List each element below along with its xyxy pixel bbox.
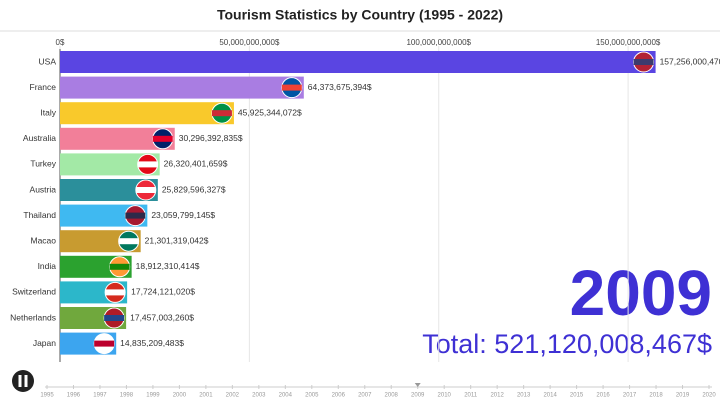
flag-stripe <box>104 315 125 321</box>
bar <box>60 153 160 176</box>
year-label: 2009 <box>570 257 712 329</box>
timeline-label[interactable]: 2009 <box>411 393 425 399</box>
x-tick-label: 0$ <box>56 38 65 47</box>
y-tick-label: USA <box>39 56 57 66</box>
value-label: 25,829,596,327$ <box>162 184 226 194</box>
timeline-label[interactable]: 2015 <box>570 393 584 399</box>
timeline-label[interactable]: 2012 <box>490 393 504 399</box>
timeline-label[interactable]: 2004 <box>279 393 293 399</box>
value-label: 157,256,000,470$ <box>660 56 720 66</box>
timeline-label[interactable]: 2017 <box>623 393 637 399</box>
flag-stripe <box>94 340 115 347</box>
bar <box>60 204 148 227</box>
timeline-label[interactable]: 2020 <box>702 393 716 399</box>
value-label: 17,457,003,260$ <box>130 312 194 322</box>
y-tick-label: Netherlands <box>10 312 56 322</box>
timeline-label[interactable]: 2013 <box>517 393 531 399</box>
timeline-label[interactable]: 2010 <box>438 393 452 399</box>
y-tick-label: France <box>30 82 57 92</box>
value-label: 26,320,401,659$ <box>164 159 228 169</box>
bar <box>60 76 304 99</box>
timeline-label[interactable]: 2005 <box>305 393 319 399</box>
bar <box>60 102 234 125</box>
timeline-label[interactable]: 2006 <box>332 393 346 399</box>
timeline-label[interactable]: 1995 <box>40 393 54 399</box>
value-label: 23,059,799,145$ <box>151 210 215 220</box>
timeline-label[interactable]: 2018 <box>649 393 663 399</box>
timeline-label[interactable]: 2011 <box>464 393 478 399</box>
y-tick-label: Turkey <box>30 159 56 169</box>
timeline-label[interactable]: 1996 <box>67 393 81 399</box>
chart-title: Tourism Statistics by Country (1995 - 20… <box>217 7 503 23</box>
x-tick-label: 50,000,000,000$ <box>219 38 280 47</box>
y-tick-label: Japan <box>33 338 56 348</box>
timeline-marker[interactable] <box>414 383 421 387</box>
x-tick-label: 100,000,000,000$ <box>406 38 471 47</box>
flag-stripe <box>105 289 126 296</box>
timeline-label[interactable]: 2019 <box>676 393 690 399</box>
timeline-label[interactable]: 2002 <box>226 393 240 399</box>
y-tick-label: India <box>38 261 57 271</box>
value-label: 14,835,209,483$ <box>120 338 184 348</box>
y-tick-label: Switzerland <box>12 287 56 297</box>
timeline-label[interactable]: 2000 <box>173 393 187 399</box>
y-tick-label: Macao <box>30 235 56 245</box>
flag-stripe <box>152 135 173 142</box>
bar <box>60 51 656 73</box>
timeline-label[interactable]: 1997 <box>93 393 107 399</box>
total-label: Total: 521,120,008,467$ <box>422 329 712 359</box>
pause-bar[interactable] <box>24 375 28 387</box>
value-label: 64,373,675,394$ <box>308 82 372 92</box>
flag-stripe <box>109 263 130 270</box>
y-tick-label: Italy <box>40 107 56 117</box>
bar <box>60 127 175 150</box>
pause-circle[interactable] <box>12 370 34 392</box>
y-tick-label: Australia <box>23 133 56 143</box>
value-label: 18,912,310,414$ <box>136 261 200 271</box>
value-label: 45,925,344,072$ <box>238 107 302 117</box>
y-tick-label: Thailand <box>23 210 56 220</box>
flag-stripe <box>135 187 156 193</box>
flag-stripe <box>211 110 232 117</box>
x-tick-label: 150,000,000,000$ <box>596 38 661 47</box>
timeline-label[interactable]: 2007 <box>358 393 372 399</box>
timeline-label[interactable]: 2016 <box>596 393 610 399</box>
pause-bar[interactable] <box>18 375 22 387</box>
y-tick-label: Austria <box>30 184 57 194</box>
timeline-label[interactable]: 2008 <box>385 393 399 399</box>
flag-stripe <box>281 84 302 91</box>
bar <box>60 179 158 201</box>
timeline-label[interactable]: 2014 <box>543 393 557 399</box>
timeline-label[interactable]: 1998 <box>120 393 134 399</box>
flag-stripe <box>118 238 139 245</box>
value-label: 21,301,319,042$ <box>145 235 209 245</box>
flag-stripe <box>633 59 654 65</box>
flag-stripe <box>137 161 158 168</box>
timeline-label[interactable]: 2003 <box>252 393 266 399</box>
value-label: 30,296,392,835$ <box>179 133 243 143</box>
value-label: 17,724,121,020$ <box>131 287 195 297</box>
pause-button[interactable] <box>12 370 34 392</box>
timeline-label[interactable]: 2001 <box>199 393 213 399</box>
flag-stripe <box>125 212 146 219</box>
timeline-label[interactable]: 1999 <box>146 393 160 399</box>
